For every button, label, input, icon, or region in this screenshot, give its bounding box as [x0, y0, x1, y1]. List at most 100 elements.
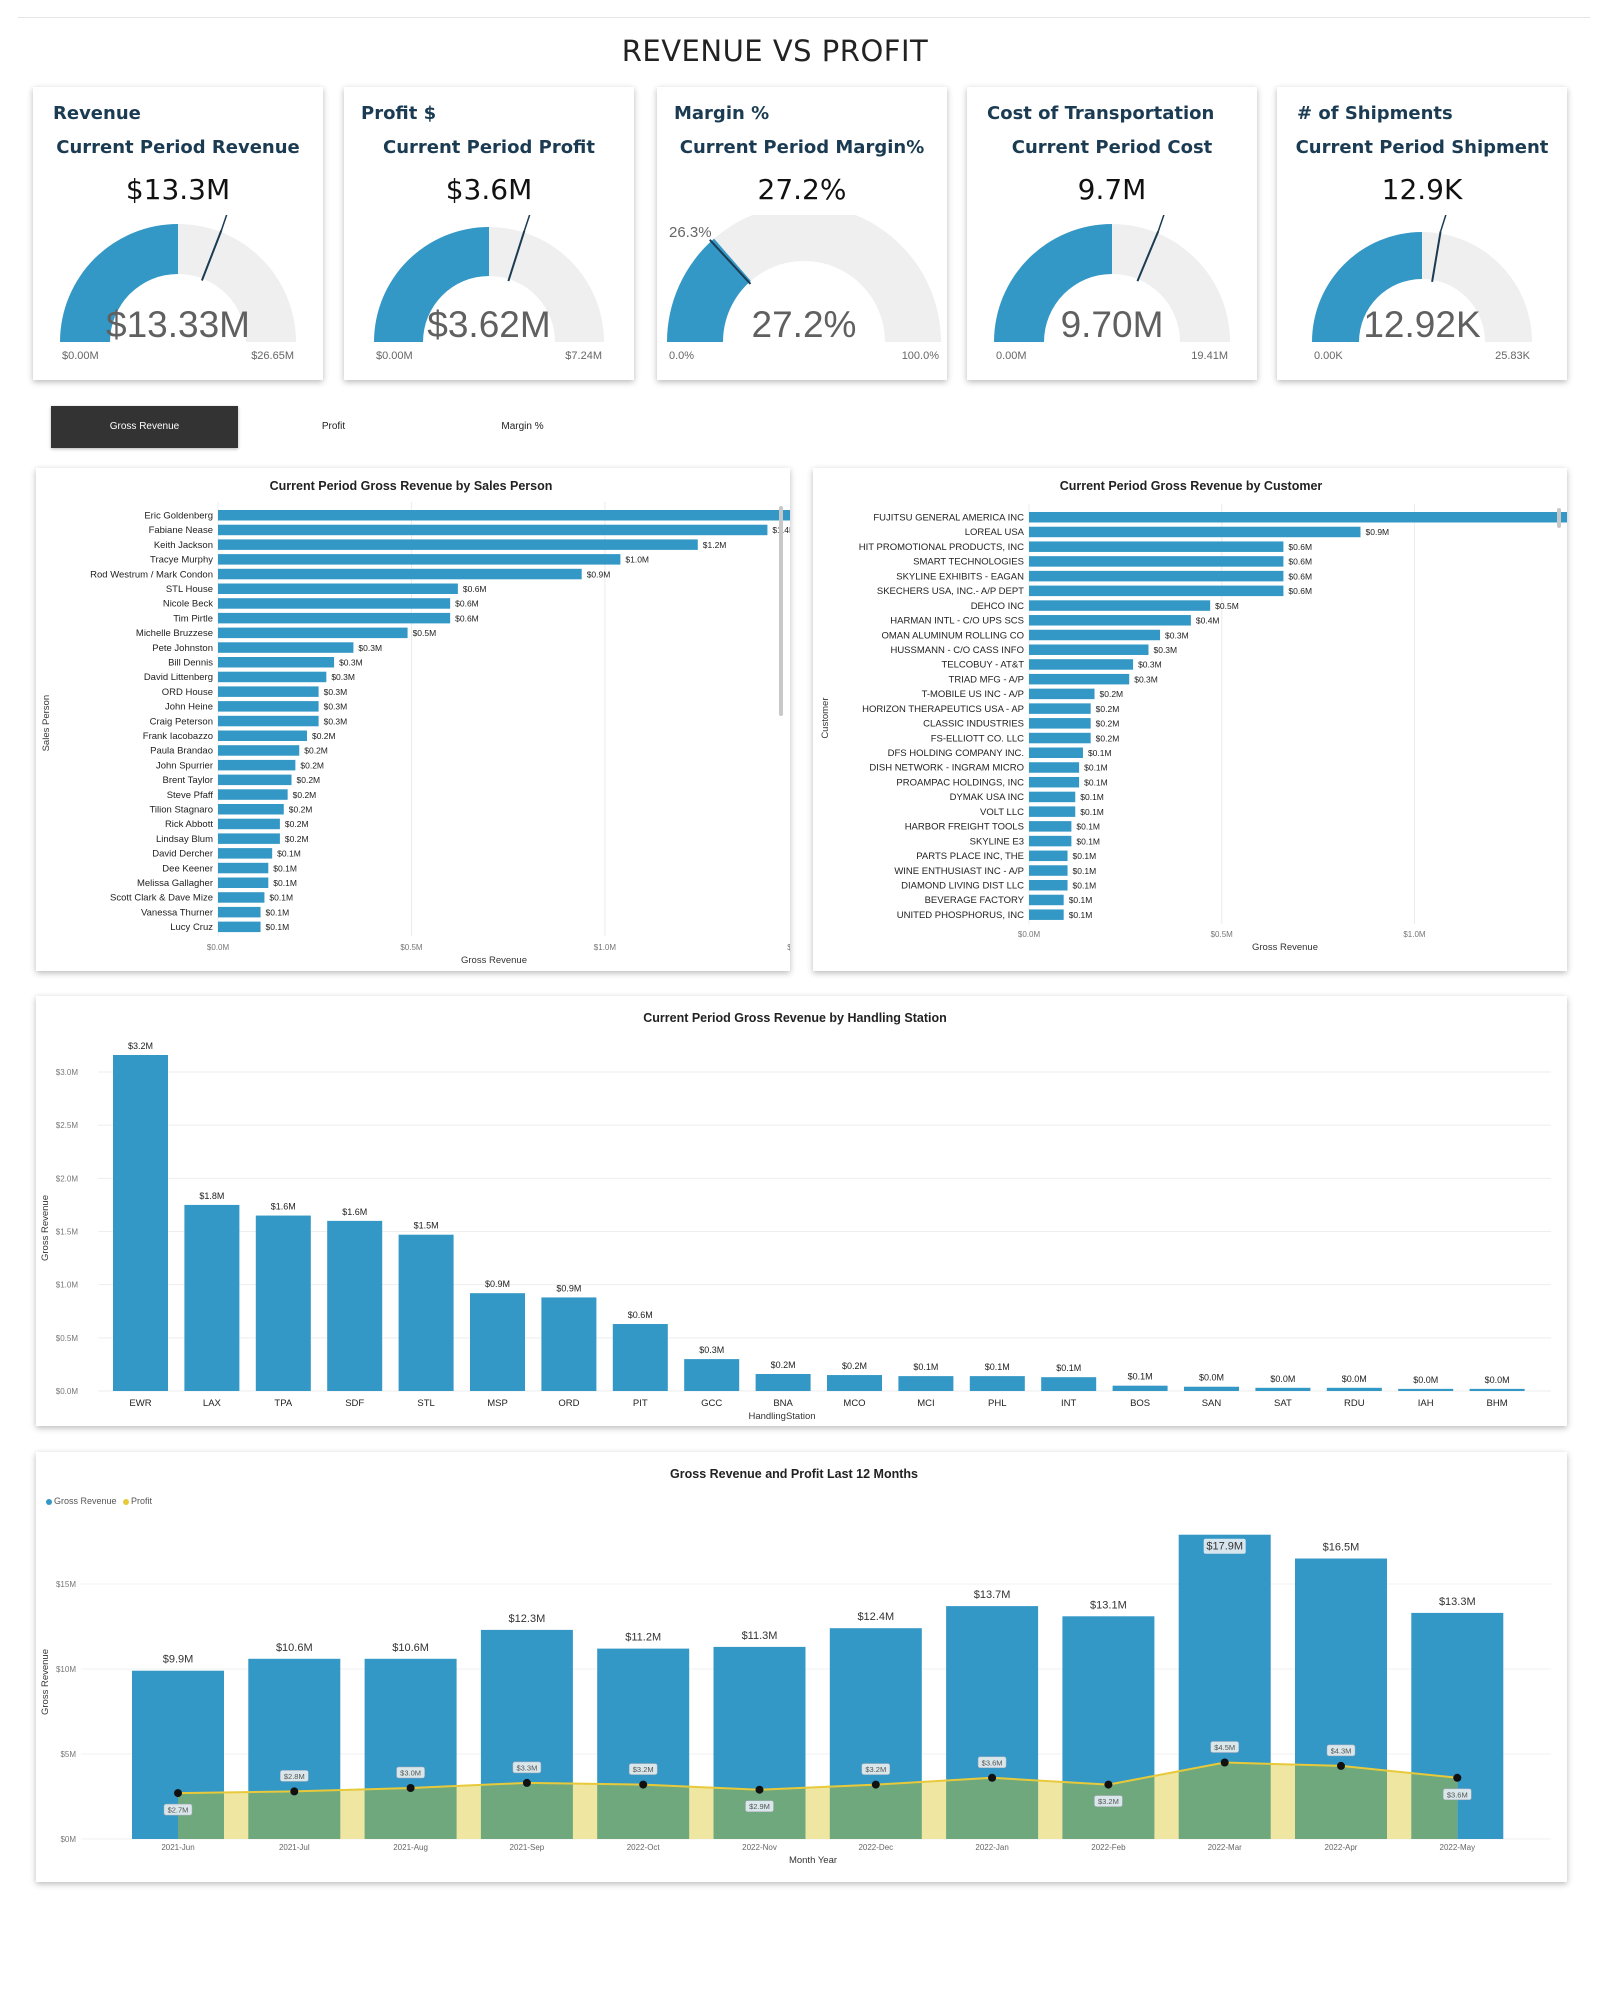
- bar[interactable]: [218, 862, 269, 874]
- bar[interactable]: [827, 1375, 882, 1391]
- bar[interactable]: [1029, 615, 1191, 626]
- bar[interactable]: [218, 818, 280, 830]
- bar[interactable]: [1112, 1385, 1168, 1391]
- bar[interactable]: [218, 892, 265, 903]
- bar[interactable]: [1029, 526, 1361, 538]
- bar[interactable]: [1029, 585, 1284, 597]
- profit-point[interactable]: [639, 1780, 648, 1789]
- bar[interactable]: [1029, 894, 1064, 906]
- bar[interactable]: [218, 510, 849, 521]
- bar[interactable]: [218, 657, 335, 668]
- bar[interactable]: [1184, 1386, 1239, 1391]
- profit-point[interactable]: [1104, 1780, 1113, 1789]
- bar[interactable]: [1029, 512, 1600, 523]
- bar[interactable]: [218, 745, 300, 756]
- bar[interactable]: [218, 539, 698, 550]
- profit-point[interactable]: [871, 1780, 880, 1789]
- bar[interactable]: [1029, 673, 1130, 685]
- bar[interactable]: [218, 877, 269, 889]
- profit-point[interactable]: [1220, 1758, 1229, 1767]
- bar[interactable]: [218, 921, 261, 933]
- bar[interactable]: [1029, 718, 1091, 729]
- bar[interactable]: [1029, 732, 1091, 744]
- tab-margin[interactable]: Margin %: [501, 421, 544, 432]
- bar[interactable]: [684, 1359, 740, 1391]
- bar[interactable]: [1255, 1387, 1311, 1391]
- handling-station-bar-chart[interactable]: Current Period Gross Revenue by Handling…: [36, 996, 1567, 1426]
- bar[interactable]: [1029, 659, 1134, 670]
- bar[interactable]: [184, 1204, 240, 1391]
- scrollbar[interactable]: [1557, 508, 1561, 528]
- bar[interactable]: [1029, 835, 1072, 847]
- bar[interactable]: [898, 1376, 954, 1391]
- bar[interactable]: [218, 627, 408, 639]
- profit-point[interactable]: [755, 1785, 764, 1794]
- kpi-card-margin[interactable]: Margin % Current Period Margin% 27.2% 26…: [657, 87, 947, 380]
- bar[interactable]: [1029, 629, 1161, 641]
- scrollbar[interactable]: [779, 506, 783, 716]
- bar[interactable]: [1029, 806, 1076, 817]
- bar[interactable]: [218, 583, 458, 595]
- bar[interactable]: [1029, 865, 1068, 876]
- legend-item-profit[interactable]: Profit: [123, 1496, 152, 1506]
- legend-item-revenue[interactable]: Gross Revenue: [46, 1496, 117, 1506]
- bar[interactable]: [255, 1215, 311, 1391]
- bar[interactable]: [218, 554, 621, 565]
- bar[interactable]: [541, 1297, 597, 1391]
- bar[interactable]: [218, 524, 768, 536]
- bar[interactable]: [1029, 688, 1095, 700]
- bar[interactable]: [1029, 850, 1068, 862]
- profit-point[interactable]: [290, 1787, 299, 1796]
- bar[interactable]: [1029, 703, 1091, 714]
- profit-point[interactable]: [1337, 1761, 1345, 1770]
- bar[interactable]: [1398, 1388, 1454, 1391]
- bar[interactable]: [218, 568, 582, 580]
- bar[interactable]: [218, 642, 354, 653]
- bar[interactable]: [1029, 747, 1083, 759]
- tab-gross-revenue[interactable]: Gross Revenue: [51, 406, 238, 448]
- bar[interactable]: [218, 906, 261, 918]
- bar[interactable]: [218, 715, 319, 727]
- bar[interactable]: [218, 848, 273, 859]
- bar[interactable]: [1029, 909, 1064, 920]
- tab-profit[interactable]: Profit: [321, 421, 346, 432]
- profit-point[interactable]: [522, 1778, 531, 1787]
- bar[interactable]: [1029, 644, 1149, 655]
- profit-point[interactable]: [988, 1773, 997, 1782]
- bar[interactable]: [218, 804, 284, 815]
- bar[interactable]: [218, 598, 451, 609]
- bar[interactable]: [1029, 821, 1072, 832]
- bar[interactable]: [113, 1055, 168, 1391]
- profit-point[interactable]: [174, 1789, 182, 1798]
- bar[interactable]: [1029, 791, 1076, 803]
- bar[interactable]: [398, 1234, 454, 1391]
- bar[interactable]: [470, 1293, 525, 1391]
- bar[interactable]: [218, 686, 319, 697]
- bar[interactable]: [1029, 880, 1068, 891]
- bar[interactable]: [218, 671, 327, 683]
- bar[interactable]: [1029, 762, 1080, 773]
- kpi-card-cost[interactable]: Cost of Transportation Current Period Co…: [967, 87, 1257, 380]
- bar[interactable]: [327, 1220, 383, 1391]
- bar[interactable]: [969, 1376, 1025, 1391]
- kpi-card-profit[interactable]: Profit $ Current Period Profit $3.6M $4.…: [344, 87, 634, 380]
- bar[interactable]: [1029, 570, 1284, 582]
- bar[interactable]: [218, 789, 288, 800]
- bar[interactable]: [612, 1324, 668, 1391]
- bar[interactable]: [218, 730, 307, 742]
- profit-point[interactable]: [406, 1784, 415, 1792]
- bar[interactable]: [1041, 1377, 1097, 1391]
- customer-bar-chart[interactable]: Current Period Gross Revenue by Customer…: [813, 468, 1600, 971]
- bar[interactable]: [755, 1373, 811, 1391]
- bar[interactable]: [218, 612, 451, 624]
- bar[interactable]: [1029, 556, 1284, 567]
- bar[interactable]: [218, 759, 296, 771]
- bar[interactable]: [1029, 776, 1080, 788]
- bar[interactable]: [218, 833, 280, 844]
- revenue-profit-combo-chart[interactable]: Gross Revenue and Profit Last 12 Months $…: [36, 1452, 1567, 1882]
- kpi-card-revenue[interactable]: Revenue Current Period Revenue $13.3M $1…: [33, 87, 323, 380]
- bar[interactable]: [1029, 541, 1284, 552]
- bar[interactable]: [218, 701, 319, 712]
- bar[interactable]: [1469, 1388, 1525, 1391]
- profit-point[interactable]: [1453, 1773, 1462, 1782]
